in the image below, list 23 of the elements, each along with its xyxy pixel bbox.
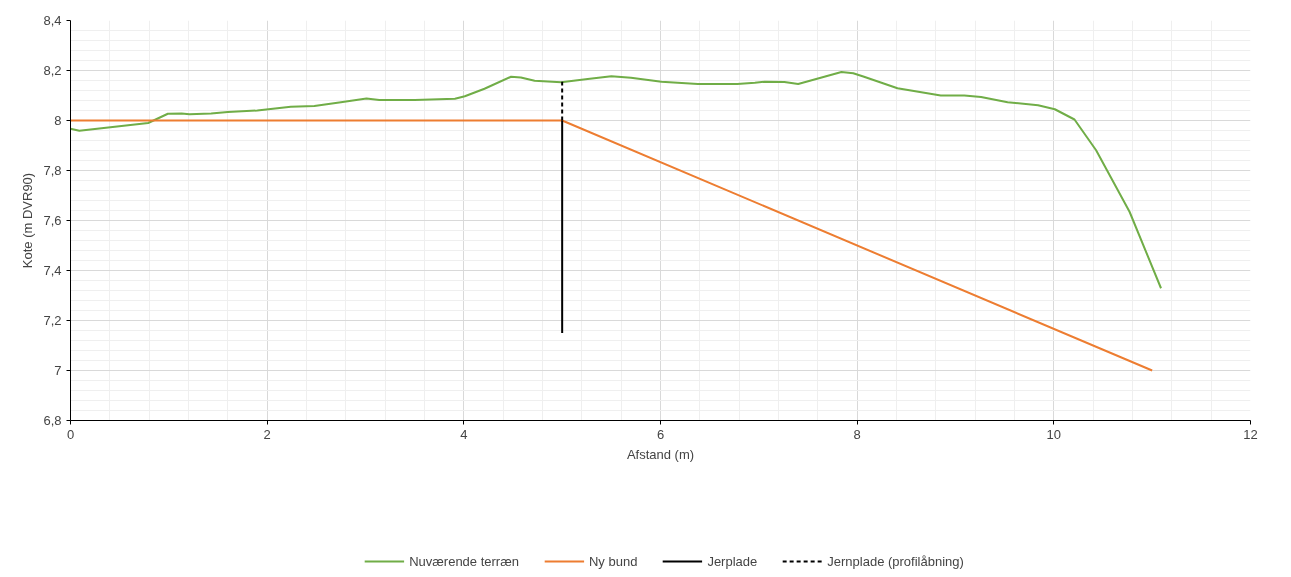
y-tick-label: 7,2: [43, 313, 62, 328]
x-tick-label: 2: [263, 426, 271, 442]
y-axis-title: Kote (m DVR90): [20, 172, 36, 269]
y-tick-label: 7,4: [43, 263, 62, 278]
y-tick-label: 8,2: [43, 63, 62, 78]
y-tick-label: 8: [54, 113, 62, 128]
legend-label: Jerplade: [707, 553, 758, 569]
y-tick-label: 6,8: [43, 413, 62, 428]
legend-label: Jernplade (profilåbning): [827, 553, 964, 569]
x-tick-label: 8: [853, 426, 861, 442]
x-tick-label: 6: [656, 426, 665, 442]
legend-label: Nuværende terræn: [409, 553, 519, 569]
line-series: [70, 71, 1163, 290]
x-tick-label: 0: [66, 426, 75, 442]
x-tick-label: 4: [460, 426, 468, 442]
legend-label: Ny bund: [588, 553, 638, 569]
x-axis-title: Afstand (m): [626, 446, 695, 462]
y-tick-label: 7: [54, 363, 62, 378]
y-tick-label: 7,6: [43, 213, 62, 228]
y-tick-label: 7,8: [43, 163, 62, 178]
x-tick-label: 10: [1046, 426, 1062, 442]
y-tick-label: 8,4: [43, 13, 62, 28]
x-tick-label: 12: [1243, 426, 1258, 442]
